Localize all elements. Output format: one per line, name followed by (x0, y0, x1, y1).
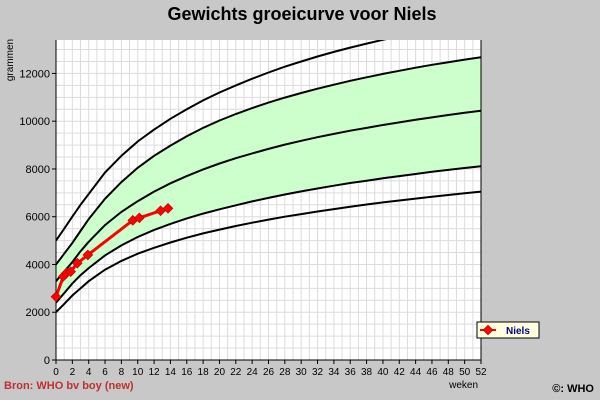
x-tick-label: 52 (475, 367, 487, 378)
data-point (71, 257, 83, 269)
y-tick-label: 0 (44, 355, 50, 367)
legend: Niels (476, 321, 540, 339)
data-point (82, 249, 94, 261)
reference-curve (56, 190, 481, 313)
x-axis-label: weken (448, 380, 478, 391)
x-tick-label: 18 (198, 367, 210, 378)
x-tick-label: 24 (247, 367, 259, 378)
x-tick-label: 16 (181, 367, 193, 378)
x-tick-label: 8 (119, 367, 125, 378)
x-tick-label: 32 (312, 367, 324, 378)
legend-entry-niels: Niels (506, 326, 530, 337)
legend-marker (482, 324, 494, 336)
x-tick-label: 36 (345, 367, 357, 378)
x-tick-label: 10 (132, 367, 144, 378)
green-band (56, 57, 481, 303)
series (50, 203, 174, 303)
x-tick-label: 42 (394, 367, 406, 378)
copyright-note: ©: WHO (552, 383, 594, 395)
x-tick-label: 40 (377, 367, 389, 378)
y-tick-label: 8000 (26, 164, 50, 176)
x-tick-label: 46 (426, 367, 438, 378)
x-tick-label: 20 (214, 367, 226, 378)
reference-curves (56, 40, 481, 313)
chart-title: Gewichts groeicurve voor Niels (167, 4, 436, 24)
x-tick-label: 0 (53, 367, 59, 378)
x-tick-label: 2 (70, 367, 76, 378)
data-point (50, 291, 62, 303)
reference-curve (56, 165, 481, 304)
band-area (56, 57, 481, 303)
legend-box (476, 321, 540, 339)
data-point (162, 203, 174, 214)
x-tick-label: 28 (279, 367, 291, 378)
y-axis-label: grammen (5, 39, 16, 81)
y-tick-label: 12000 (19, 68, 50, 80)
reference-curve (56, 40, 387, 242)
x-tick-label: 12 (149, 367, 161, 378)
y-tick-label: 2000 (26, 307, 50, 319)
reference-curve (56, 56, 481, 266)
reference-curve (56, 109, 481, 282)
y-tick-label: 10000 (19, 116, 50, 128)
x-tick-label: 34 (328, 367, 340, 378)
x-tick-label: 22 (230, 367, 242, 378)
x-tick-label: 4 (86, 367, 92, 378)
x-tick-label: 26 (263, 367, 275, 378)
x-tick-label: 48 (443, 367, 455, 378)
x-tick-label: 6 (102, 367, 108, 378)
x-tick-label: 14 (165, 367, 177, 378)
y-tick-label: 6000 (26, 212, 50, 224)
source-note: Bron: WHO bv boy (new) (4, 380, 134, 392)
data-point (65, 266, 76, 277)
data-point (134, 212, 145, 224)
x-tick-label: 50 (459, 367, 471, 378)
x-tick-label: 30 (296, 367, 308, 378)
x-tick-label: 38 (361, 367, 373, 378)
y-tick-label: 4000 (26, 259, 50, 271)
x-tick-label: 44 (410, 367, 422, 378)
